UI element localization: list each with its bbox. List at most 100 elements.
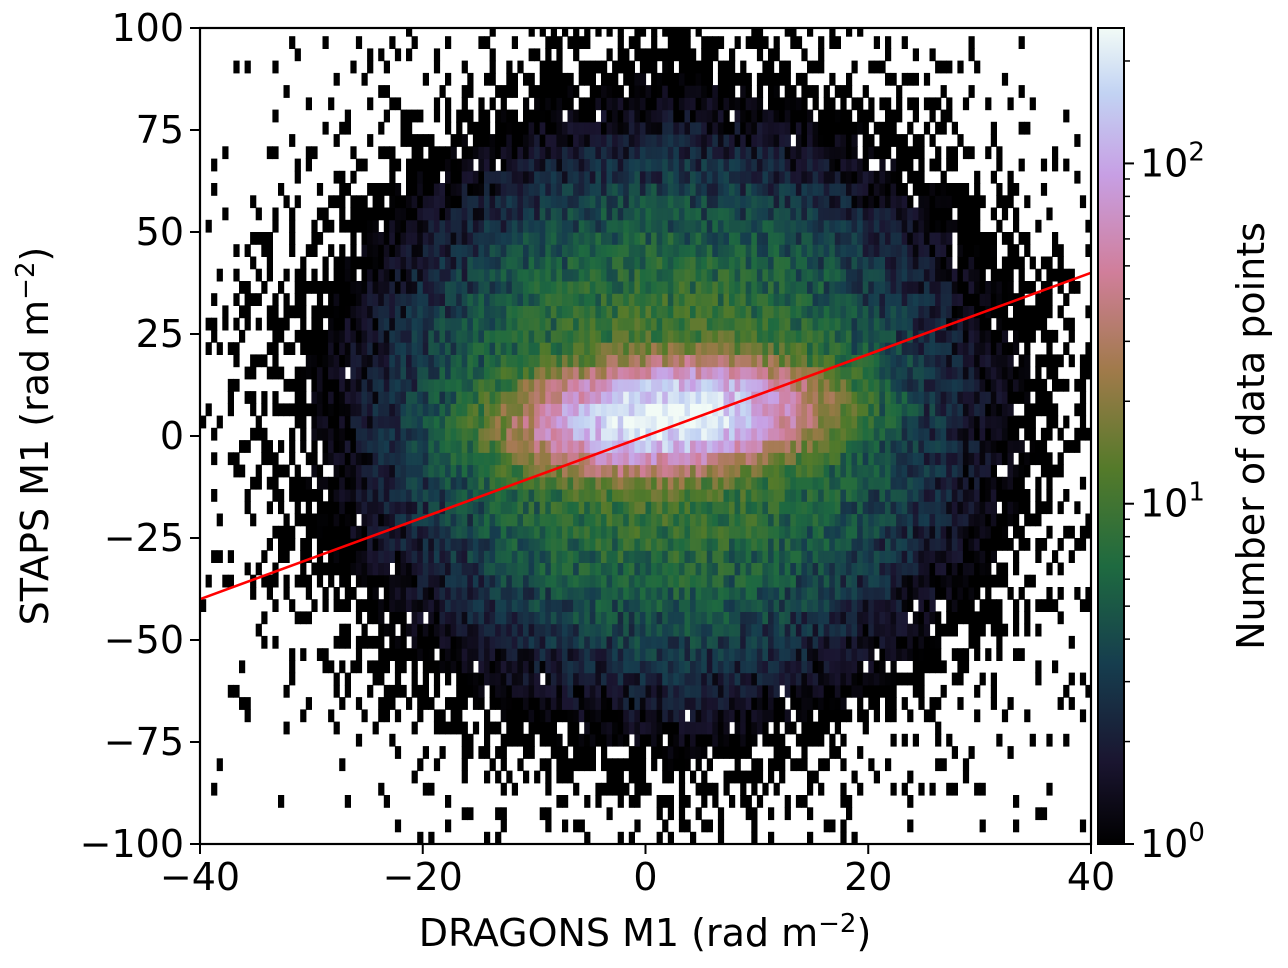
heatmap-cell [612,170,619,184]
heatmap-cell [545,244,552,257]
heatmap-cell [701,513,708,527]
heatmap-cell [756,709,764,723]
heatmap-cell [734,758,741,772]
heatmap-cell [601,158,608,172]
heatmap-cell [573,525,580,539]
heatmap-cell [601,268,608,282]
heatmap-cell [355,427,363,441]
heatmap-cell [484,317,491,331]
heatmap-cell [740,660,747,674]
heatmap-cell [673,36,680,49]
heatmap-cell [439,648,446,661]
heatmap-cell [550,232,557,245]
heatmap-cell [628,697,635,710]
heatmap-cell [651,574,658,588]
heatmap-cell [300,489,307,502]
heatmap-cell [639,403,647,417]
heatmap-cell [734,121,741,135]
heatmap-cell [562,550,569,563]
heatmap-cell [511,672,518,686]
heatmap-cell [495,305,502,319]
heatmap-cell [667,660,674,674]
heatmap-cell [294,378,301,392]
heatmap-cell [539,317,546,331]
heatmap-cell [768,329,775,343]
heatmap-cell [283,342,290,355]
heatmap-cell [701,525,708,539]
heatmap-cell [506,195,513,209]
heatmap-cell [729,281,736,294]
heatmap-cell [656,660,663,674]
heatmap-cell [784,268,791,282]
heatmap-cell [383,354,390,368]
heatmap-cell [367,305,374,319]
heatmap-cell [651,256,658,270]
heatmap-cell [344,391,351,404]
heatmap-cell [779,207,786,221]
heatmap-cell [745,342,752,355]
heatmap-cell [801,684,808,698]
heatmap-cell [433,60,441,74]
heatmap-cell [545,354,552,368]
heatmap-cell [628,97,635,111]
heatmap-cell [445,415,452,429]
heatmap-cell [690,256,697,270]
heatmap-cell [506,268,513,282]
heatmap-cell [461,329,468,343]
heatmap-cell [328,513,335,527]
heatmap-cell [634,329,641,343]
heatmap-cell [695,403,702,417]
heatmap-cell [456,538,463,551]
heatmap-cell [768,513,775,527]
heatmap-cell [734,378,741,392]
heatmap-cell [745,440,752,453]
heatmap-cell [283,574,290,588]
heatmap-cell [639,501,647,515]
heatmap-cell [562,97,569,111]
heatmap-cell [439,207,446,221]
heatmap-cell [662,415,669,429]
heatmap-cell [484,623,491,637]
heatmap-cell [595,684,602,698]
heatmap-cell [729,489,736,502]
heatmap-cell [511,550,518,563]
heatmap-cell [506,427,513,441]
heatmap-cell [456,366,463,380]
heatmap-cell [628,635,635,649]
heatmap-cell [367,207,374,221]
heatmap-cell [723,672,730,686]
heatmap-cell [751,709,758,723]
heatmap-cell [562,281,569,294]
heatmap-cell [768,415,775,429]
heatmap-cell [729,183,736,196]
heatmap-cell [578,587,585,600]
heatmap-cell [428,623,435,637]
heatmap-cell [567,538,574,551]
heatmap-cell [311,489,318,502]
heatmap-cell [300,268,307,282]
heatmap-cell [556,244,563,257]
heatmap-cell [511,366,518,380]
heatmap-cell [322,378,329,392]
heatmap-cell [205,317,212,331]
heatmap-cell [795,121,803,135]
heatmap-cell [411,207,418,221]
heatmap-cell [556,146,563,160]
heatmap-cell [784,232,791,245]
heatmap-cell [567,244,574,257]
heatmap-cell [528,268,535,282]
heatmap-cell [645,562,652,576]
heatmap-cell [311,317,318,331]
heatmap-cell [740,782,747,796]
heatmap-cell [433,672,441,686]
heatmap-cell [601,97,608,111]
heatmap-cell [311,281,318,294]
heatmap-cell [472,721,480,735]
heatmap-cell [773,305,780,319]
heatmap-cell [478,134,485,147]
heatmap-cell [784,550,791,563]
heatmap-cell [422,293,429,306]
heatmap-cell [690,427,697,441]
heatmap-cell [272,293,279,306]
heatmap-cell [645,550,652,563]
